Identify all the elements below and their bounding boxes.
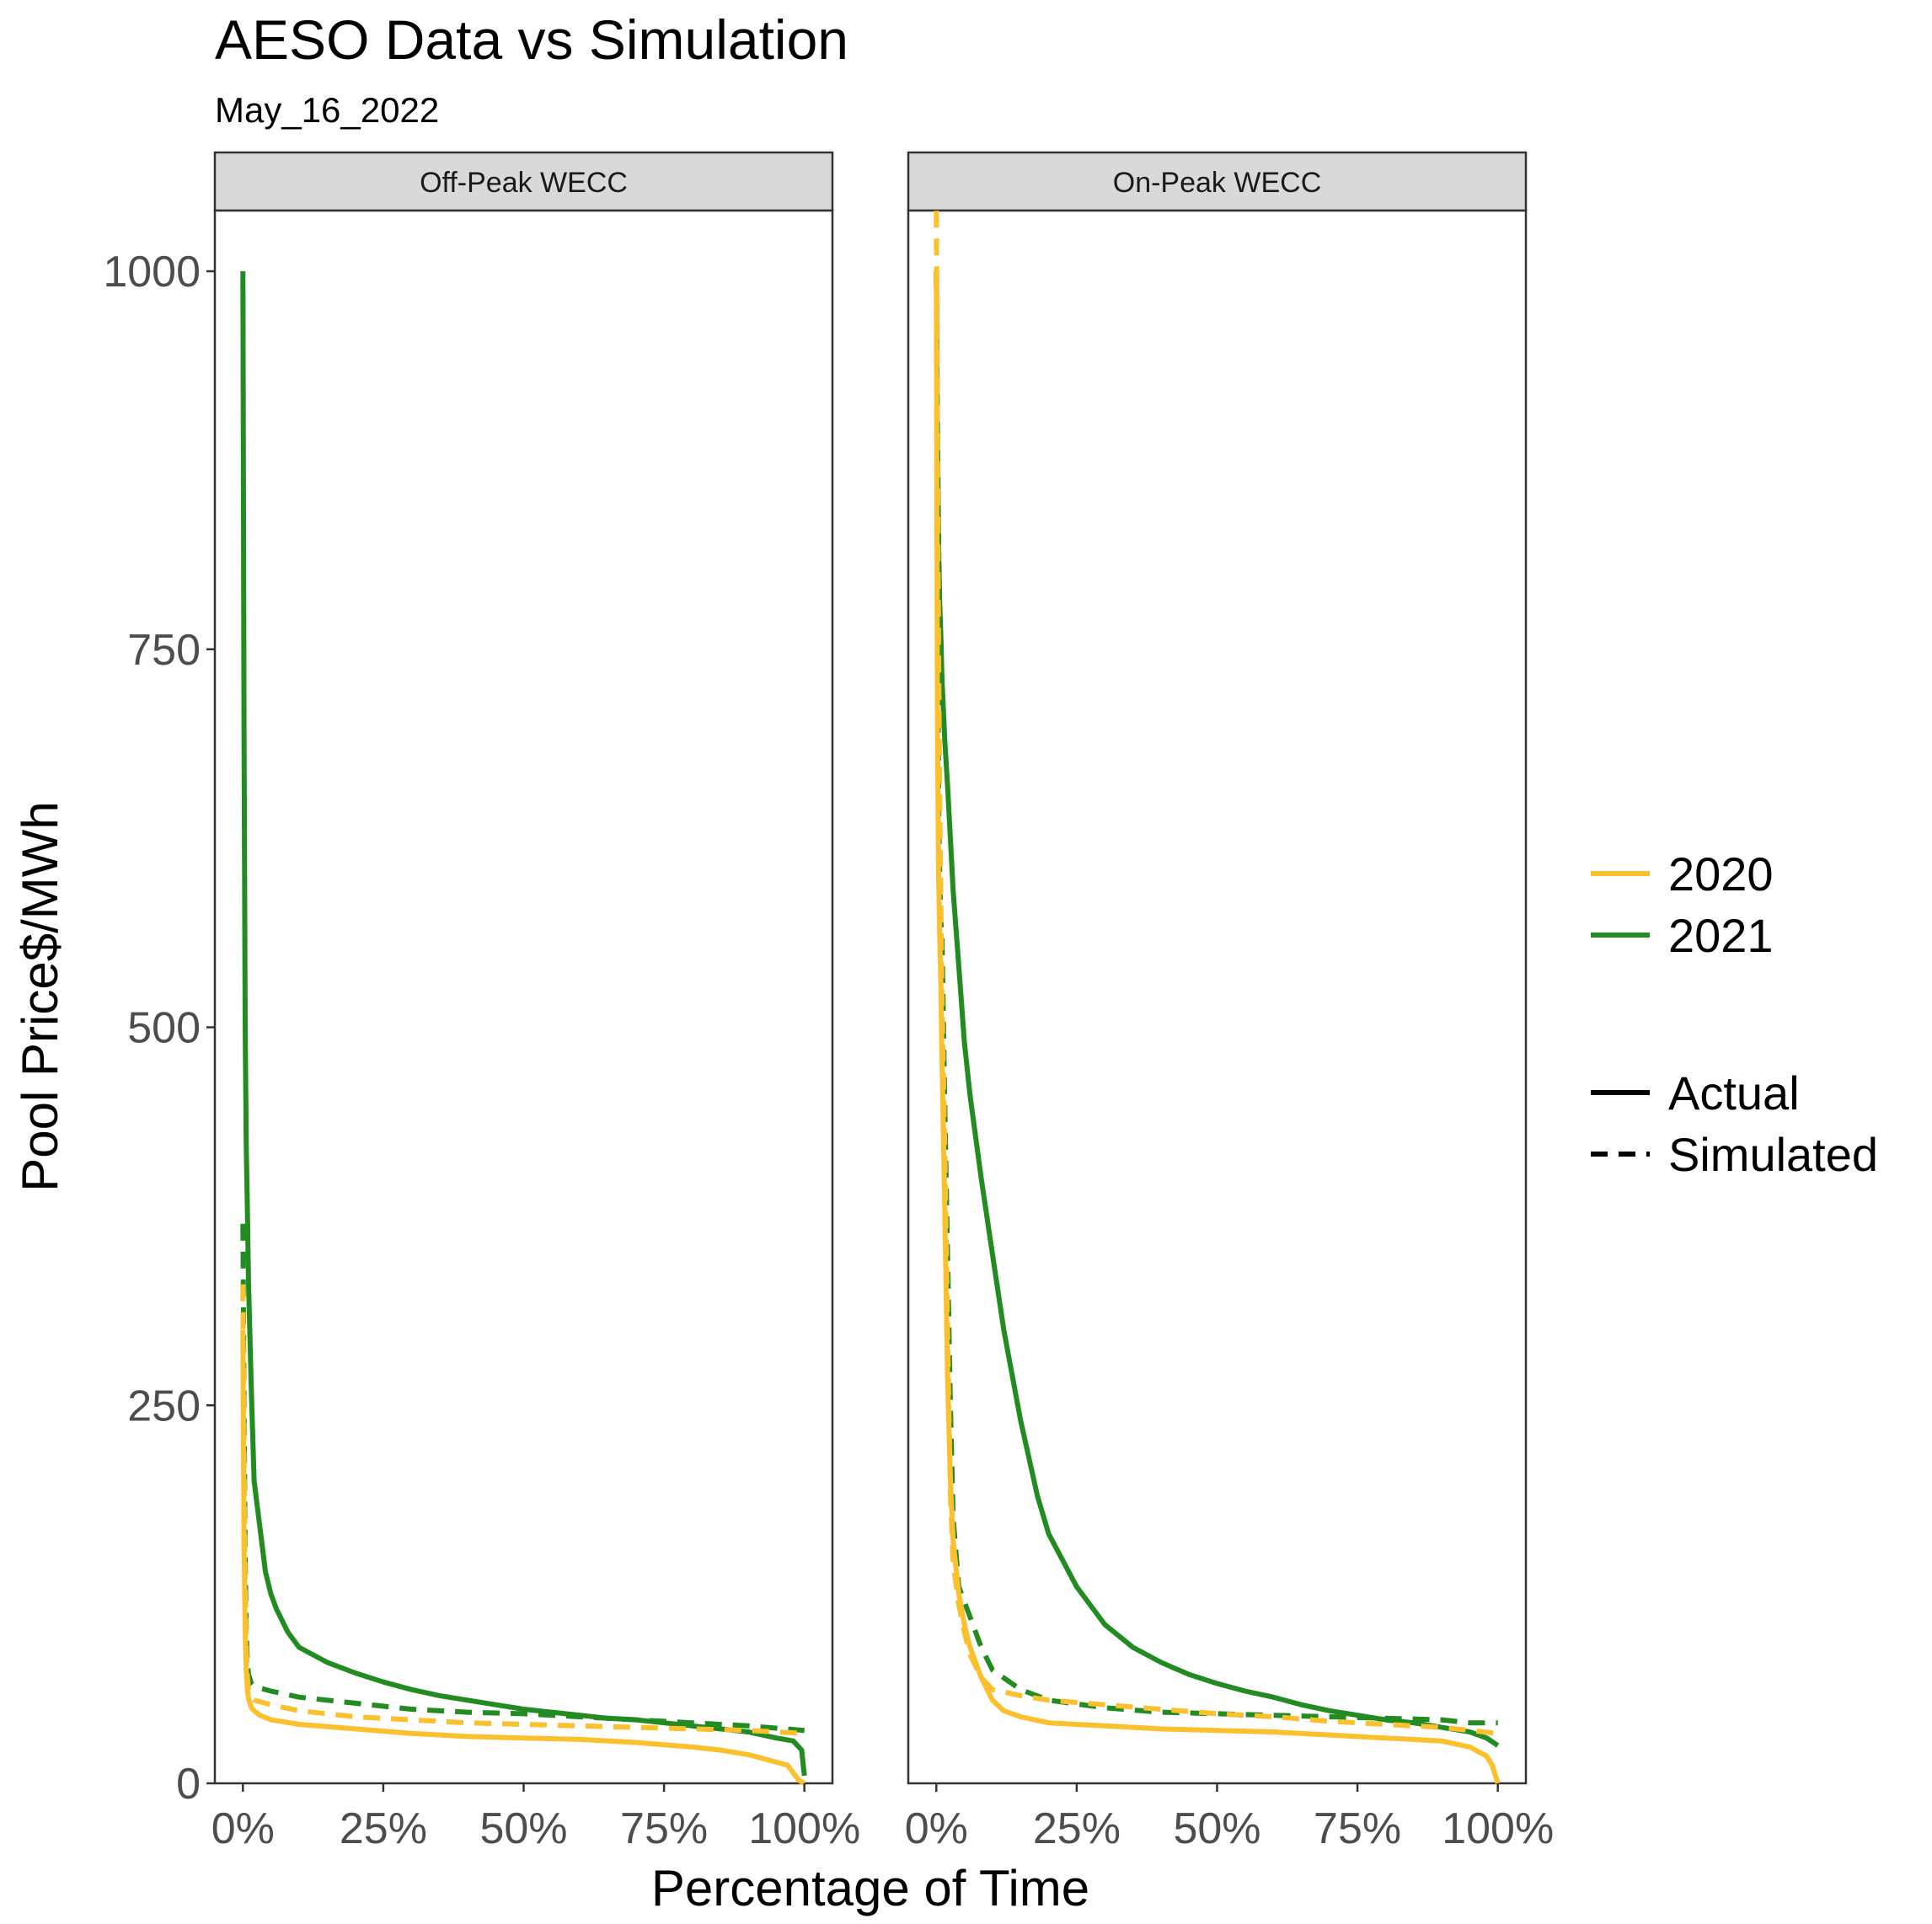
x-tick-label: 25% bbox=[340, 1804, 427, 1853]
strip-on-peak bbox=[907, 151, 1528, 212]
y-tick-label: 500 bbox=[127, 1004, 201, 1053]
chart-subtitle: May_16_2022 bbox=[215, 90, 439, 130]
legend-label-2021: 2021 bbox=[1668, 909, 1774, 962]
x-tick-label: 0% bbox=[211, 1804, 275, 1853]
y-tick-label: 250 bbox=[127, 1382, 201, 1430]
plot-area-off-peak bbox=[213, 209, 834, 1785]
panel-on-peak: On-Peak WECC bbox=[907, 151, 1528, 1785]
x-tick-label: 75% bbox=[620, 1804, 708, 1853]
y-tick-label: 0 bbox=[176, 1760, 201, 1809]
y-axis-title: Pool Price$/MWh bbox=[12, 801, 68, 1191]
x-tick-label: 50% bbox=[1173, 1804, 1260, 1853]
series-layer-on-peak bbox=[934, 211, 1501, 1784]
strip-label-off-peak: Off-Peak WECC bbox=[420, 167, 628, 199]
x-tick-label: 0% bbox=[905, 1804, 968, 1853]
legend: 2020 2021 Actual Simulated bbox=[1591, 847, 1878, 1181]
x-tick-label: 100% bbox=[1442, 1804, 1554, 1853]
x-axes: 0% 25% 50% 75% 100% 0% 25% 50% 75% 100% bbox=[211, 1783, 1554, 1853]
chart-title: AESO Data vs Simulation bbox=[215, 8, 848, 71]
series-layer-off-peak bbox=[240, 270, 807, 1786]
panel-off-peak: Off-Peak WECC bbox=[213, 151, 834, 1786]
legend-label-2020: 2020 bbox=[1668, 847, 1774, 901]
series-2021-simulated-line bbox=[240, 1223, 805, 1734]
series-2020-simulated-line bbox=[240, 1284, 805, 1736]
strip-label-on-peak: On-Peak WECC bbox=[1113, 167, 1322, 199]
x-tick-label: 75% bbox=[1314, 1804, 1401, 1853]
legend-label-actual: Actual bbox=[1668, 1066, 1800, 1120]
y-tick-label: 750 bbox=[127, 626, 201, 675]
x-tick-label: 25% bbox=[1033, 1804, 1121, 1853]
x-tick-label: 100% bbox=[748, 1804, 860, 1853]
strip-off-peak bbox=[213, 151, 834, 212]
x-axis-title: Percentage of Time bbox=[651, 1860, 1089, 1916]
y-tick-label: 1000 bbox=[103, 248, 201, 297]
y-axis: 0 250 500 750 1000 bbox=[103, 248, 215, 1809]
x-tick-label: 50% bbox=[479, 1804, 567, 1853]
series-2020-simulated-line bbox=[934, 211, 1499, 1736]
legend-label-simulated: Simulated bbox=[1668, 1128, 1878, 1181]
plot-area-on-peak bbox=[907, 209, 1528, 1785]
